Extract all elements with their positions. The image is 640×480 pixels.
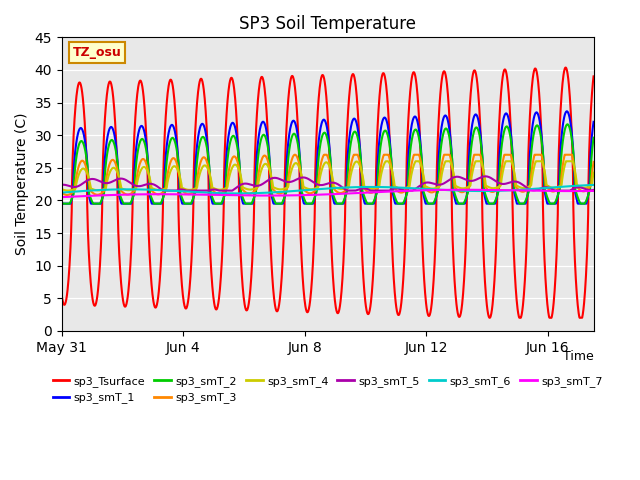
Text: Time: Time (563, 350, 593, 363)
Title: SP3 Soil Temperature: SP3 Soil Temperature (239, 15, 416, 33)
Text: TZ_osu: TZ_osu (72, 46, 122, 59)
Y-axis label: Soil Temperature (C): Soil Temperature (C) (15, 113, 29, 255)
Legend: sp3_Tsurface, sp3_smT_1, sp3_smT_2, sp3_smT_3, sp3_smT_4, sp3_smT_5, sp3_smT_6, : sp3_Tsurface, sp3_smT_1, sp3_smT_2, sp3_… (48, 372, 607, 408)
